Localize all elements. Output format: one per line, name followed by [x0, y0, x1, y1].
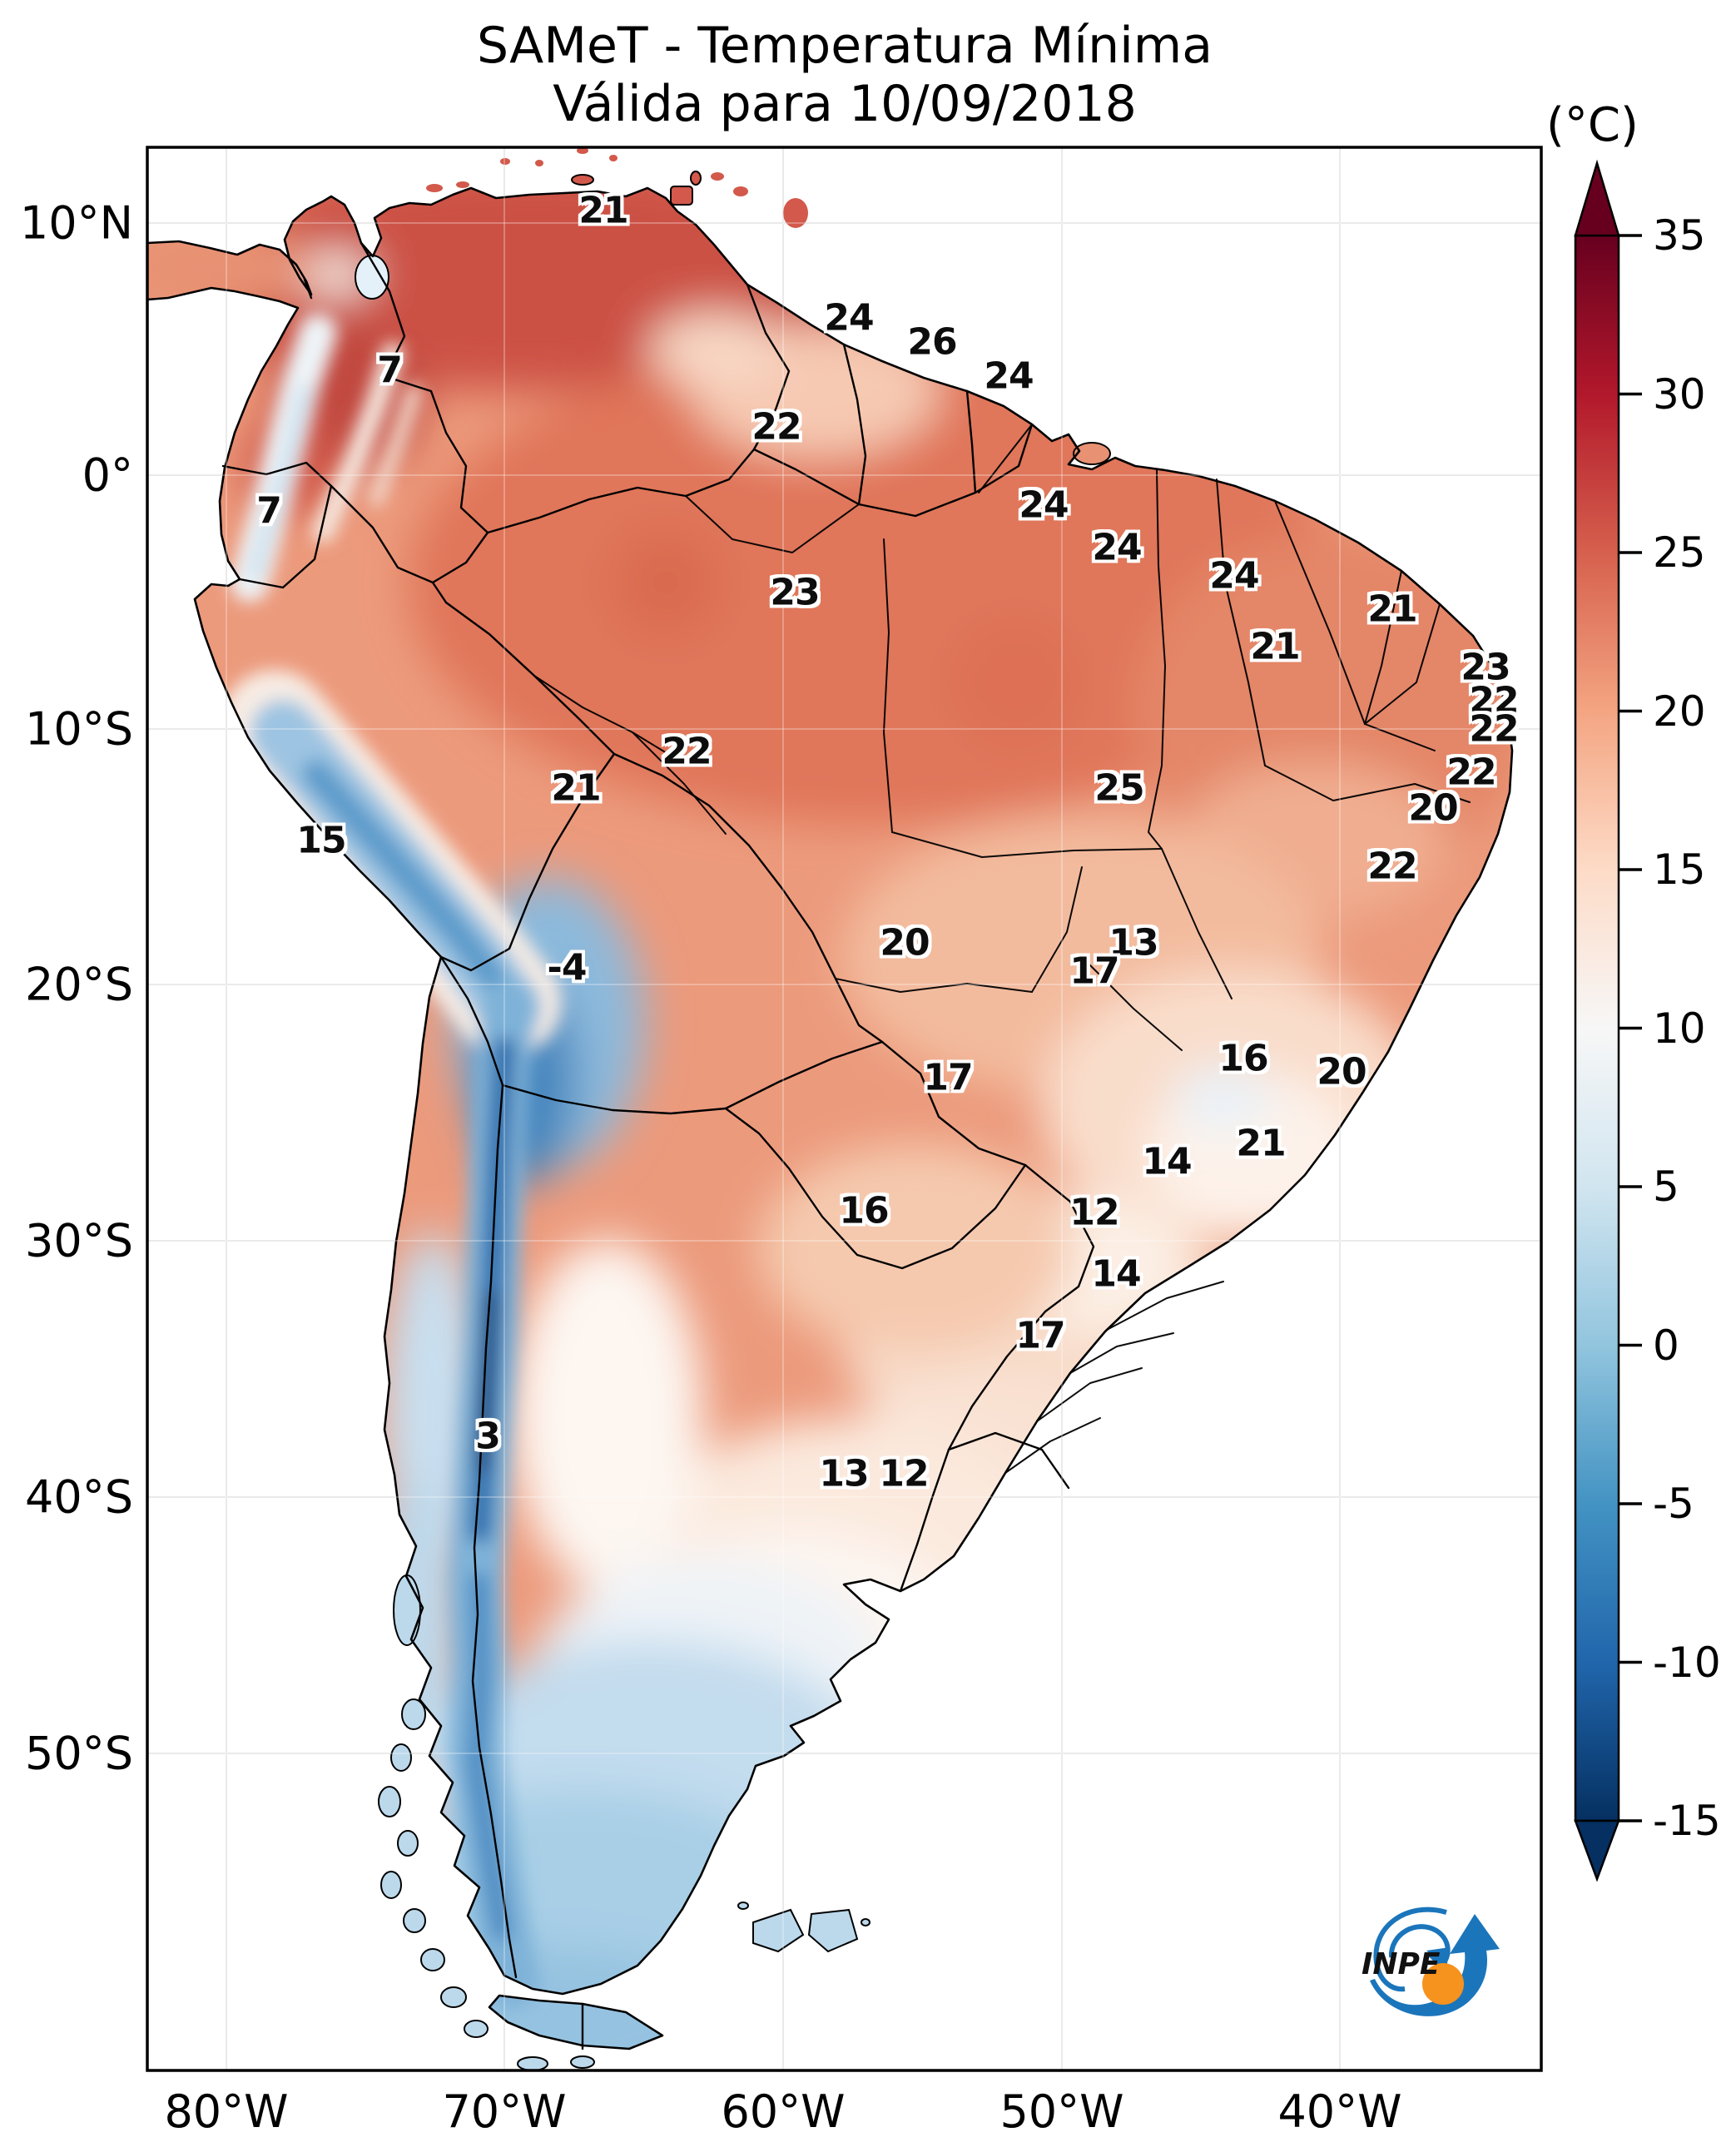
temperature-value-label: 20: [880, 921, 930, 964]
y-tick-label: 10°N: [19, 196, 133, 250]
colorbar-gradient: [1574, 234, 1620, 1822]
caribbean-islands: [426, 147, 808, 228]
colorbar-ticks: [1619, 234, 1642, 1822]
temperature-value-label: 7: [256, 489, 282, 533]
temperature-value-label: 24: [1019, 483, 1069, 527]
state-borders: [533, 424, 1471, 1474]
temperature-value-label: 12: [879, 1452, 929, 1495]
temperature-value-label: 22: [1367, 845, 1417, 888]
temperature-value-label: 22: [1446, 751, 1496, 794]
logo-text: INPE: [1362, 1947, 1441, 1981]
colorbar-tick-label: 15: [1653, 845, 1706, 894]
temperature-value-label: 14: [1091, 1252, 1141, 1296]
chart-subtitle: Válida para 10/09/2018: [553, 75, 1137, 133]
y-tick-label: 30°S: [25, 1214, 133, 1267]
falkland-west: [752, 1908, 805, 1953]
colorbar-arrow-min: [1574, 1819, 1620, 1882]
plot-border: [146, 146, 1543, 2072]
colorbar-tick-label: 10: [1653, 1004, 1706, 1053]
colorbar-tick-label: 20: [1653, 687, 1706, 736]
temperature-value-label: 12: [1069, 1191, 1119, 1234]
y-tick-label: 0°: [82, 449, 133, 502]
temperature-value-label: 17: [923, 1056, 973, 1099]
temperature-value-label: 7: [377, 349, 403, 392]
temperature-value-label: 22: [1469, 679, 1519, 722]
logo-spiral: [1373, 1907, 1447, 1992]
temperature-value-label: 17: [1069, 950, 1119, 993]
colorbar-tick-label: -5: [1653, 1480, 1694, 1528]
temperature-value-label: 23: [770, 571, 820, 614]
colorbar-tick-label: -15: [1653, 1797, 1721, 1845]
temperature-value-label: 22: [1469, 707, 1519, 751]
temperature-value-label: 15: [296, 819, 346, 862]
colorbar-tick-label: -10: [1653, 1638, 1721, 1687]
temperature-value-label: 13: [819, 1452, 869, 1495]
temperature-value-label: 14: [1142, 1140, 1192, 1183]
y-tick-label: 20°S: [25, 958, 133, 1011]
temperature-value-label: 23: [1461, 646, 1510, 689]
temperature-value-label: 21: [578, 189, 628, 232]
temperature-value-label: 16: [839, 1189, 889, 1232]
temperature-value-label: 16: [1218, 1037, 1268, 1080]
temperature-value-label: 21: [1367, 588, 1417, 631]
falkland-east: [807, 1908, 859, 1953]
temperature-value-label: 13: [1109, 921, 1158, 964]
temperature-value-label: 20: [1317, 1050, 1366, 1093]
chart-title: SAMeT - Temperatura Mínima: [476, 17, 1213, 75]
temperature-value-label: 21: [1236, 1122, 1286, 1165]
colorbar-tick-label: 25: [1653, 528, 1706, 577]
colorbar-tick-label: 0: [1653, 1321, 1679, 1370]
logo-arrow: [1370, 1914, 1500, 2016]
coastline: [147, 186, 1514, 2050]
x-tick-label: 40°W: [1277, 2085, 1402, 2138]
temperature-value-label: 25: [1094, 766, 1144, 810]
temperature-value-label: 24: [984, 355, 1034, 398]
temperature-value-label: 17: [1015, 1314, 1065, 1357]
y-tick-label: 10°S: [25, 702, 133, 756]
temperature-value-label: 22: [751, 405, 801, 449]
temperature-value-label: 24: [824, 296, 874, 340]
colorbar-tick-label: 30: [1653, 369, 1706, 419]
colorbar: [1574, 159, 1642, 1882]
colorbar-arrow-max: [1574, 159, 1620, 237]
logo-orange-ball: [1422, 1963, 1464, 2005]
temperature-value-label: 21: [551, 766, 601, 810]
temperature-value-label: 22: [662, 730, 712, 773]
country-borders: [221, 241, 1095, 2050]
temperature-value-label: 21: [1250, 625, 1300, 668]
gridlines-land: [147, 147, 1541, 2070]
inpe-logo: INPE: [1362, 1907, 1500, 2016]
x-tick-label: 60°W: [721, 2085, 846, 2138]
colorbar-tick-label: 5: [1653, 1163, 1679, 1211]
temperature-value-label: 26: [907, 320, 957, 364]
temperature-value-label: 3: [475, 1415, 501, 1458]
x-tick-label: 70°W: [442, 2085, 567, 2138]
x-tick-label: 80°W: [164, 2085, 289, 2138]
temperature-value-label: 20: [1408, 786, 1458, 830]
south-islands: [378, 442, 1111, 2070]
y-tick-label: 40°S: [25, 1470, 133, 1524]
colorbar-unit-label: (°C): [1546, 98, 1639, 152]
temperature-value-label: -4: [547, 946, 588, 989]
x-tick-label: 50°W: [999, 2085, 1124, 2138]
y-tick-label: 50°S: [25, 1727, 133, 1780]
temperature-value-label: 24: [1209, 554, 1259, 598]
temperature-value-label: 24: [1092, 526, 1142, 569]
colorbar-tick-label: 35: [1653, 211, 1706, 260]
